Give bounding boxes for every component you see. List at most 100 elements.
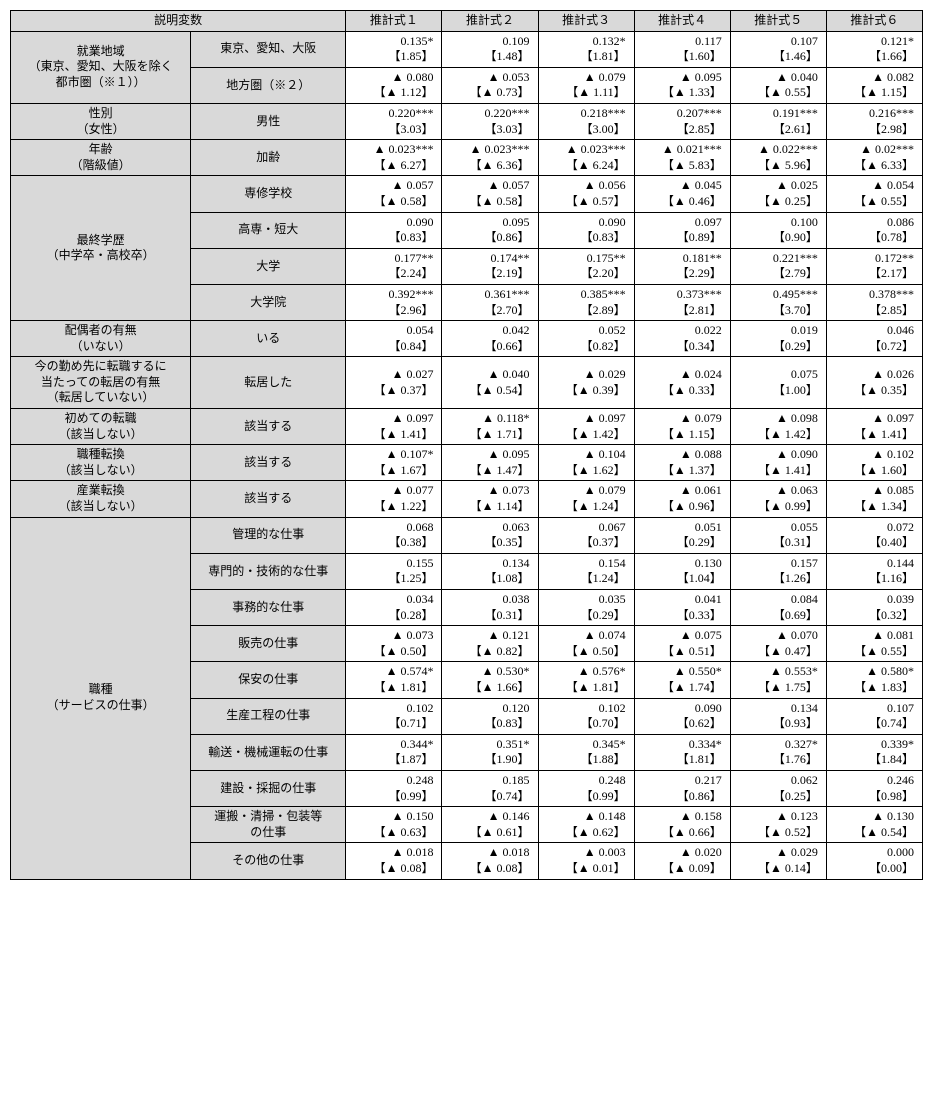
value-cell: ▲ 0.088 【▲ 1.37】 (634, 445, 730, 481)
value-cell: ▲ 0.095 【▲ 1.47】 (442, 445, 538, 481)
value-cell: ▲ 0.029 【▲ 0.39】 (538, 357, 634, 409)
value-cell: 0.000 【0.00】 (826, 843, 922, 879)
value-cell: 0.327* 【1.76】 (730, 734, 826, 770)
value-cell: 0.062 【0.25】 (730, 770, 826, 806)
value-cell: ▲ 0.097 【▲ 1.41】 (346, 409, 442, 445)
value-cell: 0.132* 【1.81】 (538, 31, 634, 67)
value-cell: ▲ 0.150 【▲ 0.63】 (346, 807, 442, 843)
group-label: 今の勤め先に転職するに 当たっての転居の有無 （転居していない） (11, 357, 191, 409)
value-cell: 0.107 【1.46】 (730, 31, 826, 67)
value-cell: 0.120 【0.83】 (442, 698, 538, 734)
row-sublabel: 該当する (191, 445, 346, 481)
row-sublabel: 加齢 (191, 140, 346, 176)
row-sublabel: 輸送・機械運転の仕事 (191, 734, 346, 770)
value-cell: 0.090 【0.83】 (346, 212, 442, 248)
row-sublabel: 該当する (191, 409, 346, 445)
value-cell: 0.174** 【2.19】 (442, 248, 538, 284)
value-cell: 0.067 【0.37】 (538, 517, 634, 553)
value-cell: ▲ 0.107* 【▲ 1.67】 (346, 445, 442, 481)
value-cell: 0.102 【0.70】 (538, 698, 634, 734)
value-cell: 0.172** 【2.17】 (826, 248, 922, 284)
row-sublabel: 専修学校 (191, 176, 346, 212)
value-cell: ▲ 0.020 【▲ 0.09】 (634, 843, 730, 879)
value-cell: ▲ 0.063 【▲ 0.99】 (730, 481, 826, 517)
value-cell: 0.220*** 【3.03】 (346, 103, 442, 139)
value-cell: ▲ 0.118* 【▲ 1.71】 (442, 409, 538, 445)
value-cell: 0.221*** 【2.79】 (730, 248, 826, 284)
header-row: 説明変数 推計式１ 推計式２ 推計式３ 推計式４ 推計式５ 推計式６ (11, 11, 923, 32)
group-label: 初めての転職 （該当しない） (11, 409, 191, 445)
value-cell: 0.220*** 【3.03】 (442, 103, 538, 139)
value-cell: ▲ 0.130 【▲ 0.54】 (826, 807, 922, 843)
value-cell: ▲ 0.070 【▲ 0.47】 (730, 626, 826, 662)
value-cell: 0.177** 【2.24】 (346, 248, 442, 284)
value-cell: 0.157 【1.26】 (730, 553, 826, 589)
header-est1: 推計式１ (346, 11, 442, 32)
row-sublabel: 保安の仕事 (191, 662, 346, 698)
row-sublabel: いる (191, 321, 346, 357)
row-sublabel: 男性 (191, 103, 346, 139)
header-est6: 推計式６ (826, 11, 922, 32)
value-cell: 0.035 【0.29】 (538, 590, 634, 626)
value-cell: ▲ 0.029 【▲ 0.14】 (730, 843, 826, 879)
value-cell: ▲ 0.097 【▲ 1.42】 (538, 409, 634, 445)
row-sublabel: 東京、愛知、大阪 (191, 31, 346, 67)
value-cell: 0.042 【0.66】 (442, 321, 538, 357)
value-cell: ▲ 0.056 【▲ 0.57】 (538, 176, 634, 212)
value-cell: ▲ 0.026 【▲ 0.35】 (826, 357, 922, 409)
value-cell: ▲ 0.057 【▲ 0.58】 (346, 176, 442, 212)
row-sublabel: 地方圏（※２） (191, 67, 346, 103)
row-sublabel: 運搬・清掃・包装等 の仕事 (191, 807, 346, 843)
value-cell: 0.191*** 【2.61】 (730, 103, 826, 139)
row-sublabel: 建設・採掘の仕事 (191, 770, 346, 806)
row-sublabel: 専門的・技術的な仕事 (191, 553, 346, 589)
row-sublabel: 事務的な仕事 (191, 590, 346, 626)
value-cell: 0.097 【0.89】 (634, 212, 730, 248)
table-row: 就業地域 （東京、愛知、大阪を除く 都市圏（※１））東京、愛知、大阪 0.135… (11, 31, 923, 67)
value-cell: 0.054 【0.84】 (346, 321, 442, 357)
value-cell: 0.217 【0.86】 (634, 770, 730, 806)
value-cell: 0.038 【0.31】 (442, 590, 538, 626)
value-cell: ▲ 0.023*** 【▲ 6.27】 (346, 140, 442, 176)
value-cell: 0.175** 【2.20】 (538, 248, 634, 284)
group-label: 最終学歴 （中学卒・高校卒） (11, 176, 191, 321)
value-cell: ▲ 0.550* 【▲ 1.74】 (634, 662, 730, 698)
group-label: 就業地域 （東京、愛知、大阪を除く 都市圏（※１）） (11, 31, 191, 103)
value-cell: ▲ 0.079 【▲ 1.15】 (634, 409, 730, 445)
table-row: 産業転換 （該当しない）該当する ▲ 0.077 【▲ 1.22】 ▲ 0.07… (11, 481, 923, 517)
row-sublabel: 管理的な仕事 (191, 517, 346, 553)
value-cell: ▲ 0.082 【▲ 1.15】 (826, 67, 922, 103)
value-cell: 0.185 【0.74】 (442, 770, 538, 806)
value-cell: 0.039 【0.32】 (826, 590, 922, 626)
value-cell: 0.019 【0.29】 (730, 321, 826, 357)
value-cell: 0.216*** 【2.98】 (826, 103, 922, 139)
value-cell: ▲ 0.02*** 【▲ 6.33】 (826, 140, 922, 176)
value-cell: ▲ 0.079 【▲ 1.11】 (538, 67, 634, 103)
table-row: 今の勤め先に転職するに 当たっての転居の有無 （転居していない）転居した ▲ 0… (11, 357, 923, 409)
value-cell: 0.052 【0.82】 (538, 321, 634, 357)
value-cell: 0.022 【0.34】 (634, 321, 730, 357)
row-sublabel: 大学院 (191, 284, 346, 320)
value-cell: 0.351* 【1.90】 (442, 734, 538, 770)
value-cell: ▲ 0.580* 【▲ 1.83】 (826, 662, 922, 698)
value-cell: ▲ 0.146 【▲ 0.61】 (442, 807, 538, 843)
group-label: 年齢 （階級値） (11, 140, 191, 176)
value-cell: ▲ 0.025 【▲ 0.25】 (730, 176, 826, 212)
value-cell: ▲ 0.057 【▲ 0.58】 (442, 176, 538, 212)
value-cell: 0.134 【1.08】 (442, 553, 538, 589)
value-cell: 0.495*** 【3.70】 (730, 284, 826, 320)
table-row: 職種転換 （該当しない）該当する ▲ 0.107* 【▲ 1.67】 ▲ 0.0… (11, 445, 923, 481)
value-cell: ▲ 0.079 【▲ 1.24】 (538, 481, 634, 517)
value-cell: 0.373*** 【2.81】 (634, 284, 730, 320)
value-cell: ▲ 0.576* 【▲ 1.81】 (538, 662, 634, 698)
value-cell: ▲ 0.027 【▲ 0.37】 (346, 357, 442, 409)
value-cell: ▲ 0.097 【▲ 1.41】 (826, 409, 922, 445)
value-cell: 0.072 【0.40】 (826, 517, 922, 553)
row-sublabel: 大学 (191, 248, 346, 284)
value-cell: ▲ 0.158 【▲ 0.66】 (634, 807, 730, 843)
value-cell: 0.246 【0.98】 (826, 770, 922, 806)
value-cell: 0.334* 【1.81】 (634, 734, 730, 770)
value-cell: ▲ 0.018 【▲ 0.08】 (346, 843, 442, 879)
value-cell: 0.063 【0.35】 (442, 517, 538, 553)
value-cell: ▲ 0.040 【▲ 0.55】 (730, 67, 826, 103)
